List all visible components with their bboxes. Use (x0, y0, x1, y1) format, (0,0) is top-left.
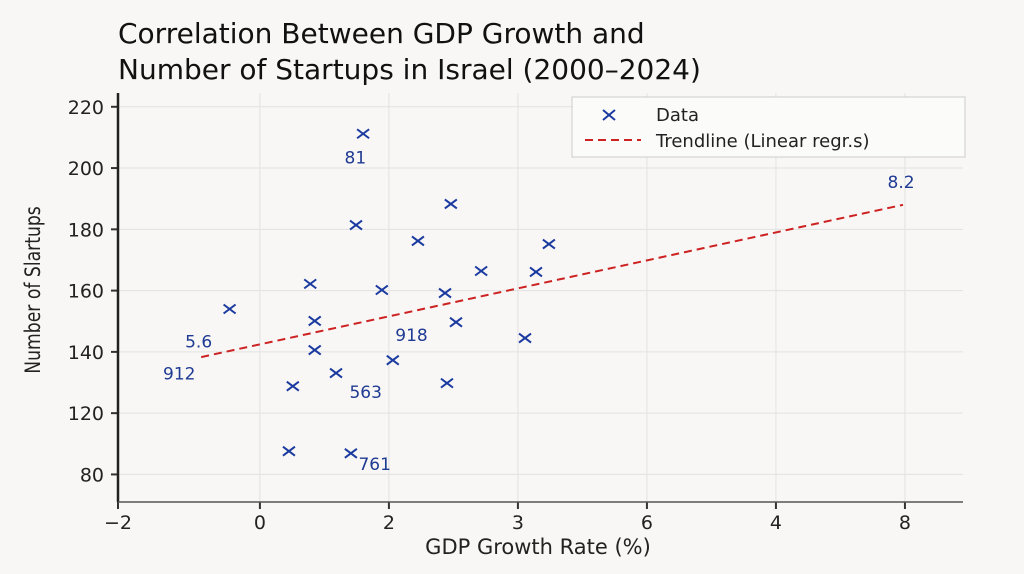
legend-label-data: Data (656, 105, 699, 126)
y-tick-label: 220 (68, 97, 104, 119)
annotation-label: 5.6 (185, 332, 212, 352)
annotation-label: 918 (395, 326, 427, 346)
annotations: 81 5.6 912 918 563 761 8.2 (163, 148, 915, 474)
data-point-x-marker (349, 219, 363, 231)
data-point-x-marker (474, 265, 488, 277)
data-point-x-marker (356, 128, 370, 140)
x-tick-label: 3 (512, 512, 524, 534)
data-point-x-marker (222, 303, 237, 315)
chart-title-line-1: Correlation Between GDP Growth and (118, 17, 645, 50)
x-tick-label: 6 (641, 512, 653, 534)
annotation-label: 761 (358, 455, 390, 475)
x-tick-label: 0 (254, 512, 266, 534)
x-tick-label: 4 (770, 512, 782, 534)
data-point-x-marker (375, 284, 389, 296)
trendline (200, 203, 904, 359)
data-point-x-marker (518, 332, 532, 344)
data-point-x-marker (386, 354, 400, 366)
legend-label-trendline: Trendline (Linear regr.s) (655, 131, 870, 152)
data-point-x-marker (282, 445, 296, 457)
legend-marker-x-icon (602, 109, 616, 121)
x-tick-label: 8 (899, 512, 911, 534)
data-point-x-marker (344, 447, 358, 459)
legend: Data Trendline (Linear regr.s) (571, 96, 966, 158)
x-tick-label: 2 (383, 512, 395, 534)
y-axis-label: Number of Slartups (20, 206, 45, 374)
annotation-label: 563 (349, 383, 381, 403)
tick-labels: −2 0 2 3 6 4 8 220 200 180 160 140 120 80 (68, 97, 911, 534)
y-tick-label: 80 (80, 464, 104, 486)
annotation-label: 912 (163, 364, 195, 384)
data-marks (200, 128, 904, 459)
data-point-x-marker (329, 367, 343, 379)
y-tick-label: 160 (68, 281, 104, 303)
data-point-x-marker (438, 287, 452, 299)
data-point-x-marker (444, 198, 458, 210)
legend-box (571, 96, 966, 158)
y-tick-label: 120 (68, 403, 104, 425)
x-tick-label: −2 (104, 512, 132, 534)
chart-title-line-2: Number of Startups in Israel (2000–2024) (118, 53, 701, 86)
axes (111, 93, 963, 509)
annotation-label: 8.2 (888, 173, 915, 193)
data-point-x-marker (303, 278, 317, 290)
y-tick-label: 140 (68, 342, 104, 364)
data-point-x-marker (286, 380, 300, 392)
data-point-x-marker (308, 315, 322, 327)
x-axis-label: GDP Growth Rate (%) (425, 535, 651, 559)
data-point-x-marker (449, 316, 463, 328)
y-tick-label: 200 (68, 158, 104, 180)
data-point-x-marker (411, 235, 425, 247)
grid (118, 93, 963, 502)
y-tick-label: 180 (68, 219, 104, 241)
data-point-x-marker (308, 344, 322, 356)
data-point-x-marker (440, 377, 454, 389)
annotation-label: 81 (345, 148, 367, 168)
data-point-x-marker (542, 238, 556, 250)
data-point-x-marker (529, 266, 543, 278)
